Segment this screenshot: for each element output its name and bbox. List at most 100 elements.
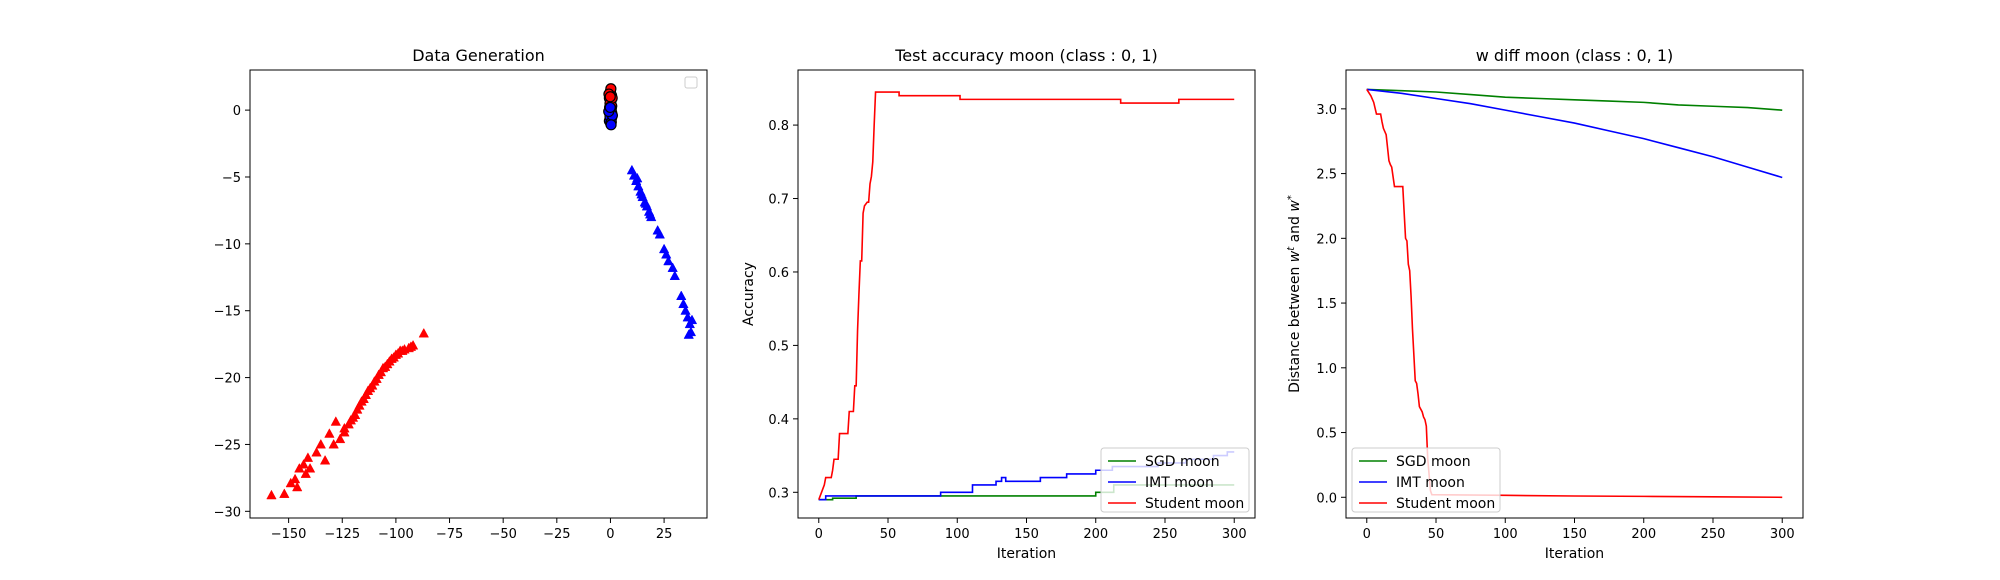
scatter-point bbox=[292, 481, 303, 492]
legend-label: Student moon bbox=[1396, 496, 1495, 512]
scatter-point bbox=[304, 462, 316, 473]
x-tick-label: 150 bbox=[1562, 527, 1587, 542]
axes-frame bbox=[1345, 69, 1804, 519]
scatter-point bbox=[669, 270, 680, 280]
legend-label: IMT moon bbox=[1145, 475, 1214, 491]
series-line-sgd-moon bbox=[1366, 88, 1783, 111]
axes-frame bbox=[249, 69, 708, 519]
y-axis-label: Distance between wt and w* bbox=[1286, 195, 1304, 393]
series-line-imt-moon bbox=[1366, 88, 1783, 179]
legend-box bbox=[1351, 447, 1501, 513]
y-tick-label: 1.5 bbox=[1316, 297, 1337, 312]
legend: SGD moon IMT moon Student moon bbox=[1351, 447, 1501, 513]
x-tick-label: 50 bbox=[1428, 527, 1445, 542]
scatter-point bbox=[640, 198, 652, 208]
y-tick-label: 0.5 bbox=[1316, 427, 1337, 442]
y-tick-label: 0.6 bbox=[768, 266, 789, 281]
scatter-point bbox=[678, 298, 689, 309]
scatter-point bbox=[667, 262, 678, 272]
scatter-point bbox=[311, 446, 322, 457]
test-accuracy-panel: Test accuracy moon (class : 0, 1) 0 50 100 1… bbox=[741, 46, 1256, 562]
y-tick-label: −20 bbox=[214, 372, 241, 387]
x-tick-label: 200 bbox=[1083, 527, 1108, 542]
y-tick-label: 0.4 bbox=[768, 413, 789, 428]
chart-title: Data Generation bbox=[412, 46, 545, 65]
scatter-point bbox=[289, 473, 301, 484]
y-tick-label: 0.8 bbox=[768, 119, 789, 134]
scatter-point bbox=[632, 172, 643, 183]
x-tick-label: 200 bbox=[1631, 527, 1656, 542]
scatter-point bbox=[397, 345, 408, 355]
scatter-point bbox=[686, 314, 698, 325]
x-tick-label: 250 bbox=[1153, 527, 1178, 542]
scatter-point bbox=[605, 119, 617, 131]
x-tick-label: −25 bbox=[543, 527, 570, 542]
axes-frame bbox=[797, 69, 1256, 519]
y-tick-label: 0.7 bbox=[768, 193, 789, 208]
scatter-point bbox=[328, 438, 339, 449]
scatter-point bbox=[418, 327, 429, 338]
scatter-point bbox=[644, 208, 656, 219]
y-tick-label: 0.0 bbox=[1316, 491, 1337, 506]
scatter-series bbox=[603, 101, 618, 131]
y-axis-label-part: * bbox=[1286, 195, 1297, 200]
scatter-point bbox=[358, 393, 369, 403]
x-tick-label: −75 bbox=[436, 527, 463, 542]
scatter-point bbox=[636, 188, 647, 199]
y-tick-label: 0.3 bbox=[768, 486, 789, 501]
x-tick-label: 100 bbox=[945, 527, 970, 542]
scatter-point bbox=[604, 101, 616, 114]
legend-label: SGD moon bbox=[1145, 454, 1220, 470]
x-tick-label: −150 bbox=[271, 527, 307, 542]
x-tick-label: 0 bbox=[1363, 527, 1371, 542]
scatter-point bbox=[371, 373, 382, 383]
scatter-point bbox=[683, 329, 694, 339]
chart-title: w diff moon (class : 0, 1) bbox=[1476, 46, 1674, 65]
x-tick-label: 0 bbox=[815, 527, 823, 542]
x-tick-label: 300 bbox=[1770, 527, 1795, 542]
legend-box bbox=[684, 76, 698, 89]
scatter-point bbox=[330, 416, 341, 426]
y-axis-label-part: and bbox=[1287, 212, 1303, 247]
x-tick-label: 300 bbox=[1222, 527, 1247, 542]
scatter-point bbox=[266, 489, 277, 500]
y-tick-label: 2.5 bbox=[1316, 168, 1337, 183]
x-tick-label: −50 bbox=[489, 527, 516, 542]
y-axis-label-part: Distance between bbox=[1287, 262, 1303, 393]
y-tick-label: 1.0 bbox=[1316, 362, 1337, 377]
y-tick-label: −5 bbox=[222, 171, 241, 186]
scatter-point bbox=[604, 91, 616, 103]
scatter-point bbox=[349, 409, 361, 420]
scatter-point bbox=[661, 249, 672, 259]
legend-box bbox=[1100, 447, 1250, 513]
scatter-point bbox=[676, 290, 687, 301]
x-tick-label: −125 bbox=[324, 527, 360, 542]
legend: SGD moon IMT moon Student moon bbox=[1100, 447, 1250, 513]
x-tick-label: 50 bbox=[880, 527, 897, 542]
x-tick-label: 25 bbox=[656, 527, 673, 542]
scatter-point bbox=[279, 488, 290, 498]
data-generation-panel: Data Generation −150 −125 −100 −75 −50 −25 0 25 0… bbox=[214, 46, 708, 542]
y-tick-label: −25 bbox=[214, 438, 241, 453]
scatter-point bbox=[334, 433, 346, 444]
scatter-point bbox=[302, 452, 314, 462]
y-tick-label: −30 bbox=[214, 505, 241, 520]
scatter-point bbox=[298, 458, 309, 469]
x-axis-label: Iteration bbox=[997, 546, 1056, 562]
scatter-point bbox=[663, 255, 674, 266]
x-tick-label: 100 bbox=[1493, 527, 1518, 542]
x-axis-label: Iteration bbox=[1545, 546, 1604, 562]
x-tick-label: 150 bbox=[1014, 527, 1039, 542]
scatter-point bbox=[680, 305, 691, 315]
chart-title: Test accuracy moon (class : 0, 1) bbox=[894, 46, 1158, 65]
y-tick-label: −15 bbox=[214, 305, 241, 320]
scatter-point bbox=[654, 228, 665, 239]
y-axis-label: Accuracy bbox=[741, 262, 757, 326]
y-axis-label-part: w bbox=[1287, 200, 1303, 212]
y-axis-label-part: w bbox=[1287, 250, 1303, 262]
scatter-point bbox=[367, 380, 378, 390]
scatter-point bbox=[362, 385, 374, 395]
scatter-point bbox=[345, 414, 357, 425]
